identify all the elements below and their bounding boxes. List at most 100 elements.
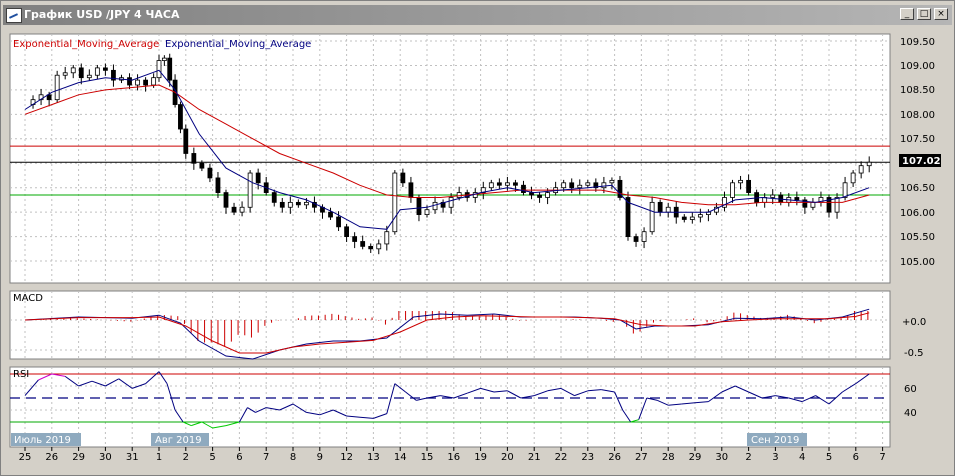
- rsi-segment: [828, 391, 843, 405]
- candle-body: [456, 192, 462, 198]
- rsi-segment: [132, 383, 146, 389]
- rsi-segment: [694, 401, 709, 404]
- candle-body: [178, 104, 183, 130]
- candle-body: [657, 201, 663, 213]
- candle-body: [746, 179, 751, 193]
- candle-body: [826, 197, 832, 213]
- macd-panel[interactable]: [9, 290, 891, 360]
- candle-body: [62, 72, 68, 76]
- rsi-segment: [493, 390, 508, 393]
- rsi-segment: [638, 397, 648, 420]
- x-tick-label: 14: [394, 452, 407, 463]
- month-label-sep: Сен 2019: [751, 435, 799, 446]
- rsi-segment: [319, 409, 334, 416]
- price-panel[interactable]: [9, 33, 891, 284]
- rsi-segment: [574, 390, 588, 397]
- x-tick-label: 23: [581, 452, 594, 463]
- candle-body: [46, 94, 52, 101]
- candle-body: [794, 197, 800, 201]
- x-tick-label: 16: [447, 452, 460, 463]
- candle-body: [271, 192, 277, 203]
- candle-body: [111, 69, 116, 81]
- x-tick-label: 28: [662, 452, 675, 463]
- candle-body: [842, 182, 848, 198]
- candle-body: [625, 197, 631, 237]
- x-tick-label: 6: [236, 452, 242, 463]
- ema-slow-line: [24, 84, 870, 206]
- x-tick-label: 30: [99, 452, 112, 463]
- x-tick-label: 13: [367, 452, 380, 463]
- rsi-segment: [182, 421, 192, 427]
- candle-body: [70, 67, 76, 74]
- candle-body: [593, 182, 599, 189]
- rsi-segment: [386, 383, 396, 414]
- candle-body: [488, 182, 494, 189]
- ema-legend-slow: Exponential_Moving_Average: [13, 39, 159, 50]
- candle-body: [279, 201, 285, 208]
- rsi-segment: [534, 390, 548, 397]
- candle-body: [54, 74, 60, 101]
- rsi-tick-label: 40: [904, 408, 917, 419]
- x-tick-label: 2: [183, 452, 189, 463]
- price-tick-label: 109.50: [900, 37, 935, 48]
- maximize-button[interactable]: □: [917, 8, 931, 20]
- rsi-segment: [761, 395, 776, 399]
- candle-body: [722, 197, 727, 208]
- rsi-segment: [405, 391, 417, 401]
- rsi-segment: [681, 402, 696, 405]
- rsi-segment: [24, 379, 39, 396]
- close-button[interactable]: ×: [934, 8, 948, 20]
- candle-body: [151, 77, 157, 86]
- rsi-segment: [453, 392, 468, 399]
- rsi-segment: [842, 383, 857, 393]
- candle-body: [537, 194, 542, 198]
- x-tick-label: 8: [290, 452, 296, 463]
- x-tick-label: 5: [209, 452, 215, 463]
- candle-body: [697, 214, 703, 218]
- rsi-segment: [38, 373, 53, 381]
- candle-body: [504, 182, 510, 186]
- month-label-aug: Авг 2019: [155, 435, 202, 446]
- rsi-segment: [225, 421, 240, 427]
- price-tick-label: 109.00: [900, 61, 935, 72]
- candle-body: [802, 199, 808, 208]
- candle-body: [561, 182, 567, 189]
- candle-body: [649, 201, 655, 233]
- rsi-segment: [467, 387, 481, 394]
- ema-legend-fast: Exponential_Moving_Average: [165, 39, 311, 50]
- candle-body: [231, 206, 237, 213]
- rsi-segment: [255, 407, 267, 413]
- candle-body: [183, 128, 189, 154]
- candle-body: [834, 197, 840, 213]
- candle-body: [239, 206, 245, 213]
- candle-body: [513, 182, 518, 186]
- rsi-segment: [646, 397, 658, 401]
- rsi-segment: [292, 403, 307, 413]
- rsi-segment: [166, 383, 176, 411]
- price-tick-label: 106.50: [900, 183, 935, 194]
- rsi-segment: [788, 397, 803, 403]
- candle-body: [641, 231, 647, 242]
- rsi-segment: [614, 391, 624, 411]
- month-label-july: Июль 2019: [14, 435, 71, 446]
- rsi-segment: [416, 397, 428, 401]
- candle-body: [161, 57, 167, 61]
- title-bar[interactable]: График USD /JPY 4 ЧАСА _ □ ×: [3, 5, 952, 25]
- rsi-segment: [266, 407, 280, 411]
- rsi-segment: [279, 403, 294, 411]
- rsi-segment: [212, 425, 227, 429]
- candle-body: [585, 182, 591, 186]
- candle-body: [287, 201, 293, 208]
- candle-body: [215, 177, 221, 193]
- candle-body: [738, 179, 743, 184]
- candle-body: [207, 167, 213, 179]
- minimize-button[interactable]: _: [900, 8, 914, 20]
- candle-body: [103, 67, 108, 71]
- rsi-segment: [394, 383, 406, 393]
- month-label-bg-july: [11, 433, 81, 446]
- rsi-segment: [630, 419, 639, 423]
- rsi-segment: [734, 385, 749, 393]
- candle-body: [408, 182, 414, 198]
- rsi-segment: [306, 411, 320, 416]
- candle-body: [368, 245, 374, 250]
